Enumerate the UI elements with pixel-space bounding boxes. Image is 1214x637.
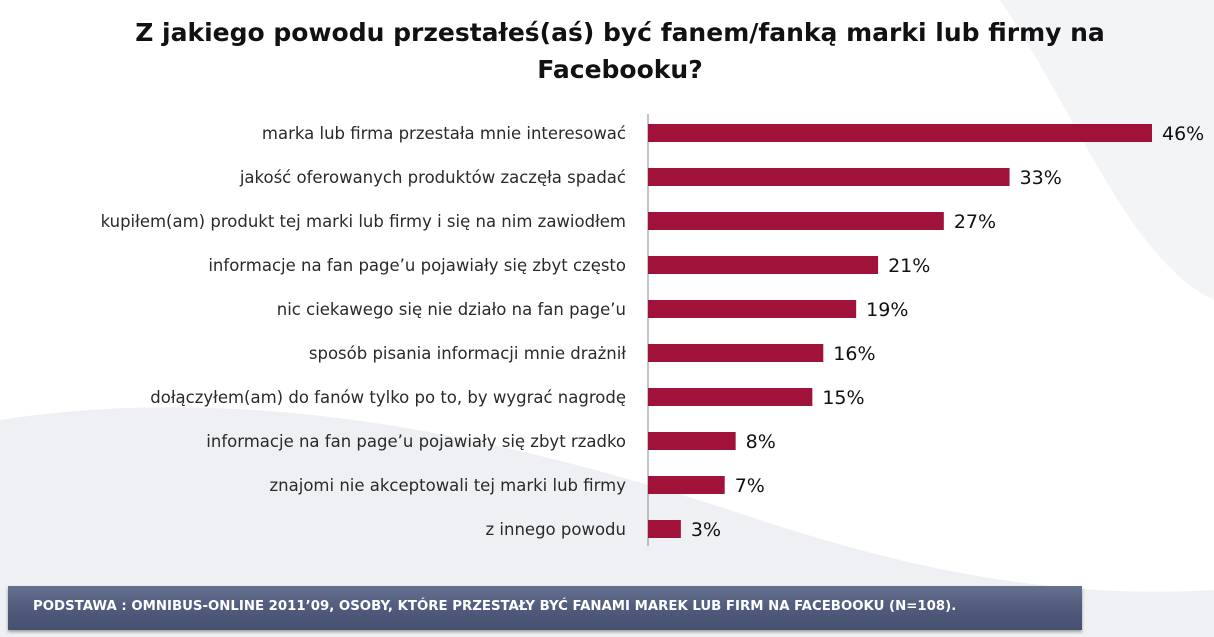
- value-label: 15%: [822, 387, 864, 409]
- bar: [648, 520, 681, 538]
- bar: [648, 476, 725, 494]
- category-label: nic ciekawego się nie działo na fan page…: [277, 300, 626, 319]
- category-label: informacje na fan page’u pojawiały się z…: [208, 256, 626, 275]
- bar-chart: marka lub firma przestała mnie interesow…: [101, 114, 1205, 546]
- category-label: znajomi nie akceptowali tej marki lub fi…: [270, 476, 627, 495]
- value-label: 19%: [866, 299, 908, 321]
- value-label: 33%: [1020, 167, 1062, 189]
- category-label: kupiłem(am) produkt tej marki lub firmy …: [101, 212, 626, 231]
- bar: [648, 344, 824, 362]
- value-label: 3%: [691, 519, 721, 541]
- value-label: 46%: [1162, 123, 1204, 145]
- value-label: 8%: [746, 431, 776, 453]
- category-label: sposób pisania informacji mnie drażnił: [309, 344, 626, 363]
- category-label: marka lub firma przestała mnie interesow…: [262, 124, 626, 143]
- value-label: 27%: [954, 211, 996, 233]
- footer-source-text: PODSTAWA : OMNIBUS-ONLINE 2011’09, OSOBY…: [33, 599, 957, 614]
- value-label: 7%: [735, 475, 765, 497]
- bar: [648, 388, 813, 406]
- category-label: z innego powodu: [486, 520, 626, 539]
- bar: [648, 256, 879, 274]
- bar: [648, 432, 736, 450]
- value-label: 21%: [888, 255, 930, 277]
- category-label: dołączyłem(am) do fanów tylko po to, by …: [150, 388, 626, 407]
- value-label: 16%: [833, 343, 875, 365]
- bar: [648, 212, 944, 230]
- bar: [648, 124, 1152, 142]
- category-label: jakość oferowanych produktów zaczęła spa…: [239, 168, 626, 187]
- bar: [648, 300, 857, 318]
- footer-bar: PODSTAWA : OMNIBUS-ONLINE 2011’09, OSOBY…: [8, 586, 1082, 630]
- bars-group: marka lub firma przestała mnie interesow…: [101, 123, 1205, 541]
- category-label: informacje na fan page’u pojawiały się z…: [206, 432, 626, 451]
- chart-title: Z jakiego powodu przestałeś(aś) być fane…: [135, 18, 1105, 84]
- bar: [648, 168, 1010, 186]
